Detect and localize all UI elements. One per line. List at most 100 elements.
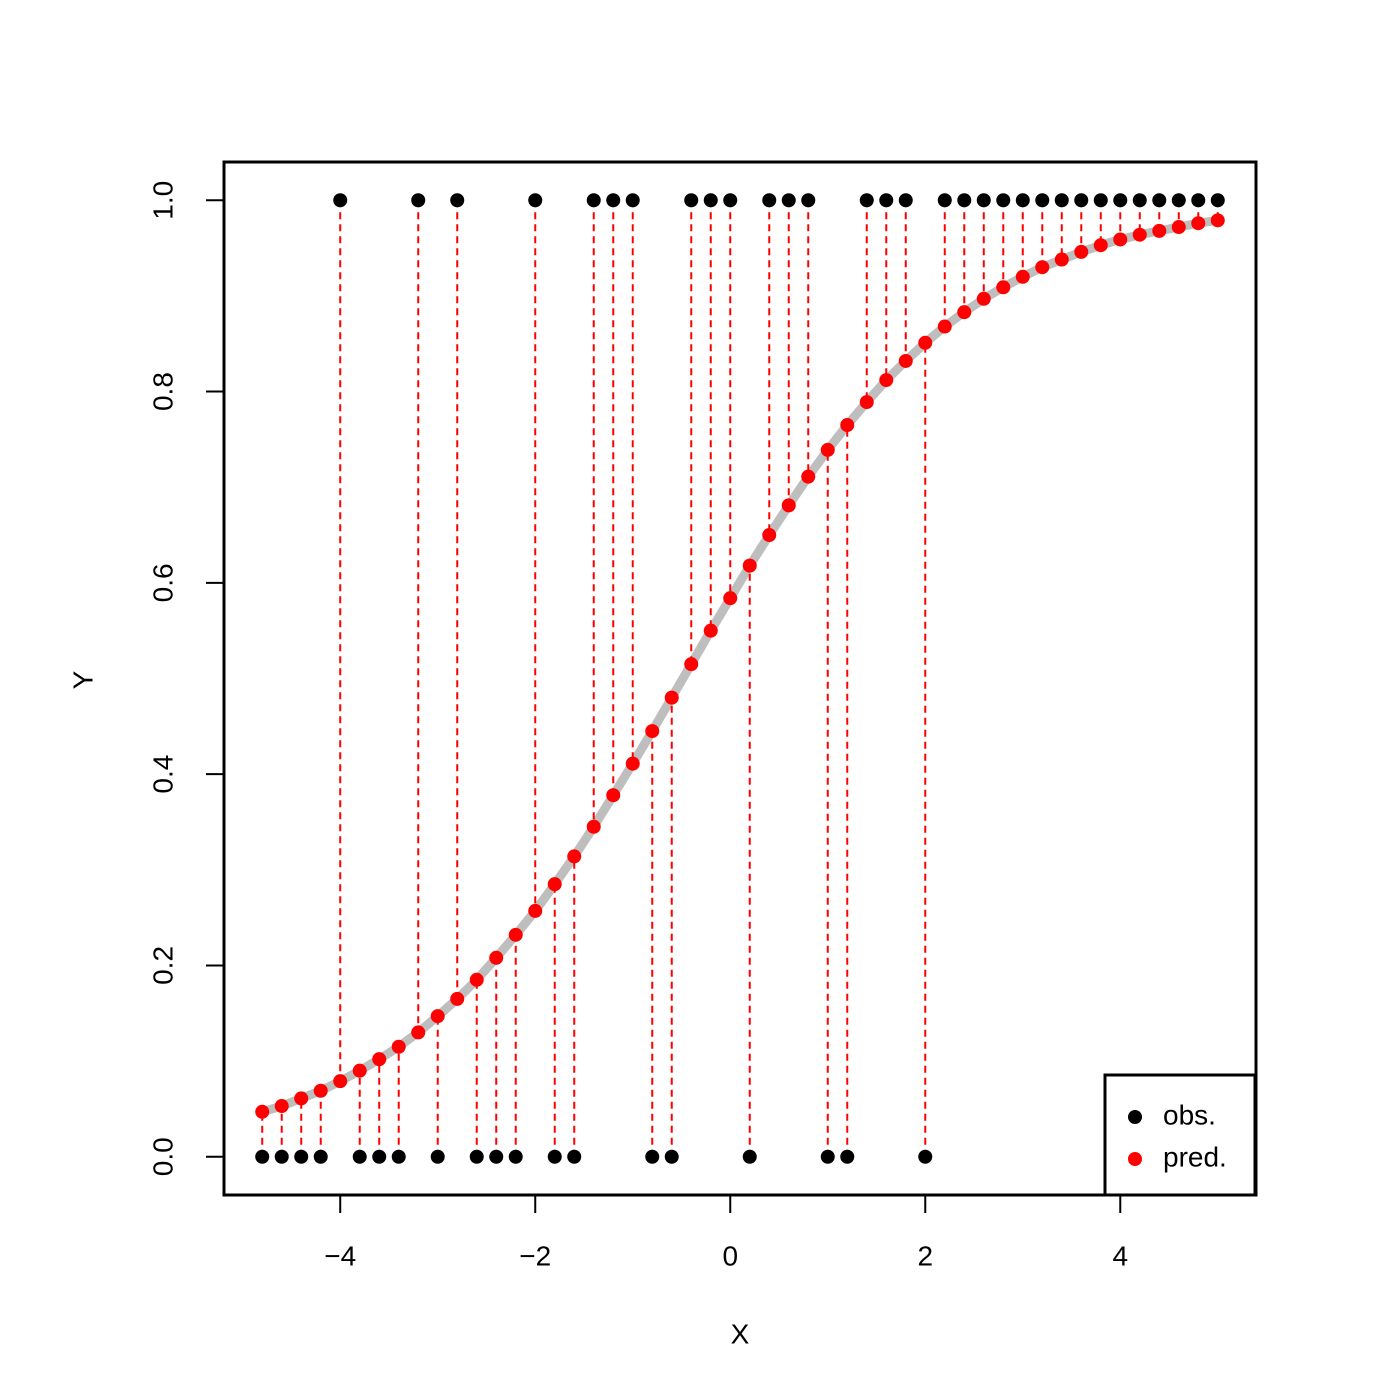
point [1074, 244, 1089, 259]
point [918, 335, 933, 350]
point [957, 193, 972, 208]
legend-box [1103, 1073, 1257, 1197]
x-tick-label: −4 [324, 1240, 356, 1271]
point [274, 1099, 289, 1114]
point [1113, 232, 1128, 247]
point [274, 1149, 289, 1164]
point [996, 193, 1011, 208]
point [684, 193, 699, 208]
point [625, 756, 640, 771]
point [1210, 193, 1225, 208]
point [1054, 252, 1069, 267]
point [1093, 238, 1108, 253]
point [255, 1104, 270, 1119]
x-tick-label: −2 [519, 1240, 551, 1271]
y-tick-label: 0.4 [147, 755, 178, 794]
x-tick-label: 0 [722, 1240, 738, 1271]
legend-marker [1128, 1152, 1142, 1166]
point [801, 469, 816, 484]
legend-label: pred. [1163, 1141, 1227, 1172]
point [1191, 216, 1206, 231]
point [333, 1074, 348, 1089]
point [859, 395, 874, 410]
point [528, 903, 543, 918]
point [372, 1052, 387, 1067]
legend-marker [1128, 1110, 1142, 1124]
point [1113, 193, 1128, 208]
point [879, 193, 894, 208]
point [625, 193, 640, 208]
point [762, 193, 777, 208]
point [879, 373, 894, 388]
point [742, 558, 757, 573]
point [1132, 193, 1147, 208]
point [294, 1091, 309, 1106]
point [508, 1149, 523, 1164]
point [1152, 223, 1167, 238]
point [1054, 193, 1069, 208]
x-tick-label: 4 [1112, 1240, 1128, 1271]
point [430, 1149, 445, 1164]
fit-curve [260, 215, 1219, 1117]
point [820, 1149, 835, 1164]
point [937, 319, 952, 334]
point [489, 1149, 504, 1164]
point [411, 193, 426, 208]
point [1015, 193, 1030, 208]
point [469, 972, 484, 987]
point [723, 591, 738, 606]
point [1152, 193, 1167, 208]
point [352, 1063, 367, 1078]
point [742, 1149, 757, 1164]
marks: −4 −2 0 2 4 0.0 0.2 0.4 0.6 0.8 1.0 obs. pred. [147, 181, 1257, 1271]
point [333, 193, 348, 208]
point [840, 1149, 855, 1164]
y-axis-label: Y [67, 670, 98, 689]
point [976, 193, 991, 208]
point [645, 724, 660, 739]
point [1035, 193, 1050, 208]
point [684, 657, 699, 672]
point [352, 1149, 367, 1164]
point [255, 1149, 270, 1164]
point [391, 1149, 406, 1164]
point [586, 819, 601, 834]
point [294, 1149, 309, 1164]
point [996, 280, 1011, 295]
x-tick-label: 2 [917, 1240, 933, 1271]
point [450, 193, 465, 208]
point [567, 849, 582, 864]
point [645, 1149, 660, 1164]
point [859, 193, 874, 208]
legend-label: obs. [1163, 1099, 1216, 1130]
point [1210, 213, 1225, 228]
y-tick-label: 0.2 [147, 946, 178, 985]
point [1093, 193, 1108, 208]
point [1191, 193, 1206, 208]
point [489, 950, 504, 965]
point [664, 690, 679, 705]
point [820, 442, 835, 457]
point [918, 1149, 933, 1164]
point [840, 418, 855, 433]
point [762, 528, 777, 543]
point [450, 991, 465, 1006]
point [547, 1149, 562, 1164]
point [508, 927, 523, 942]
point [606, 193, 621, 208]
point [898, 353, 913, 368]
point [801, 193, 816, 208]
point [430, 1009, 445, 1024]
point [567, 1149, 582, 1164]
point [547, 877, 562, 892]
point [1132, 227, 1147, 242]
point [469, 1149, 484, 1164]
point [1074, 193, 1089, 208]
x-axis-label: X [731, 1318, 750, 1349]
point [528, 193, 543, 208]
point [1035, 260, 1050, 275]
point [957, 305, 972, 320]
point [586, 193, 601, 208]
point [976, 291, 991, 306]
